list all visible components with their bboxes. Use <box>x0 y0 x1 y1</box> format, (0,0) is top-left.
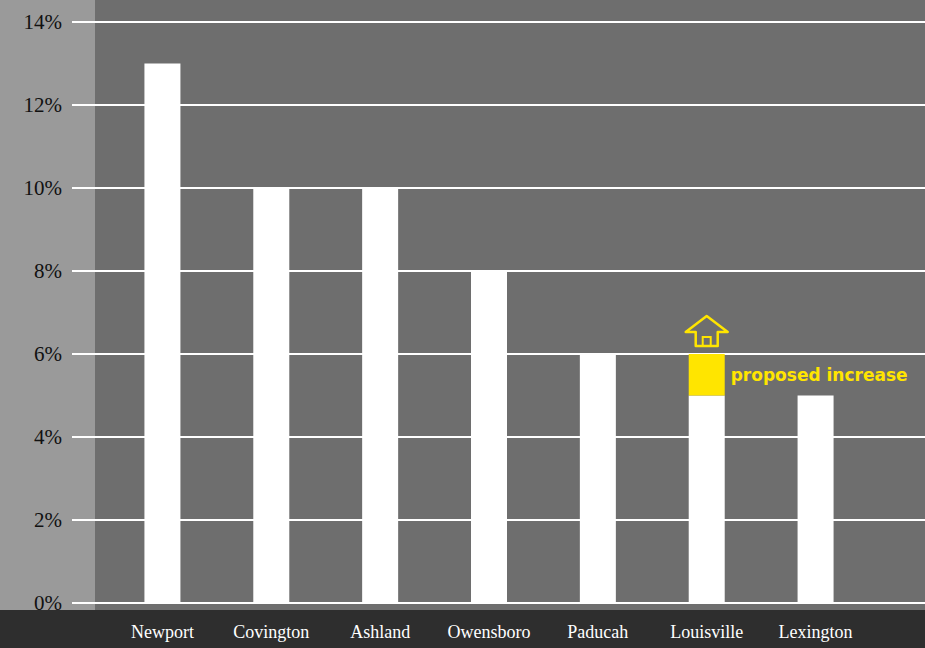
bar <box>580 354 616 603</box>
house-door <box>703 337 711 346</box>
house-icon <box>686 316 728 346</box>
category-label: Paducah <box>567 622 628 642</box>
category-label: Ashland <box>350 622 410 642</box>
bars <box>144 64 833 604</box>
left-panel <box>0 0 95 610</box>
grid-line <box>72 21 925 23</box>
category-label: Covington <box>233 622 309 642</box>
tick-label: 10% <box>24 176 63 200</box>
bar <box>689 396 725 604</box>
tick-label: 8% <box>34 259 62 283</box>
category-label: Lexington <box>779 622 853 642</box>
category-label: Newport <box>131 622 194 642</box>
tick-label: 6% <box>34 342 62 366</box>
plot-panel <box>95 0 925 610</box>
bar <box>362 188 398 603</box>
tick-label: 12% <box>24 93 63 117</box>
grid-line <box>72 187 925 189</box>
category-label: Louisville <box>670 622 743 642</box>
grid-line <box>72 104 925 106</box>
series-label: proposed increase <box>731 365 908 385</box>
chart: 0% 2% 4% 6% 8% 10% 12% 14% Newport Covington Ashla… <box>0 0 925 648</box>
bar <box>144 64 180 604</box>
tick-label: 14% <box>24 10 63 34</box>
tick-label: 4% <box>34 425 62 449</box>
label-band <box>0 610 925 648</box>
bar <box>253 188 289 603</box>
bar <box>471 271 507 603</box>
bar <box>798 396 834 604</box>
category-label: Owensboro <box>448 622 531 642</box>
tick-label: 0% <box>34 591 62 615</box>
tick-label: 2% <box>34 508 62 532</box>
background <box>0 0 925 648</box>
bar <box>689 354 725 396</box>
